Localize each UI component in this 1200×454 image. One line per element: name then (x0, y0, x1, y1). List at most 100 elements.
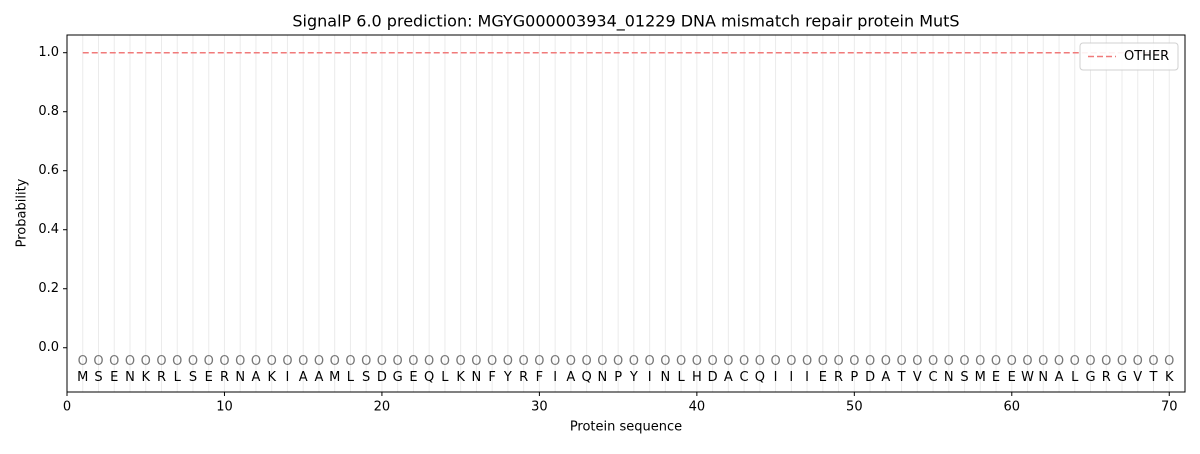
predicted-label: O (456, 354, 466, 369)
predicted-label: O (408, 354, 418, 369)
y-tick-label: 0.2 (38, 281, 59, 296)
residue-label: N (472, 370, 482, 385)
residue-label: M (77, 370, 88, 385)
predicted-label: O (487, 354, 497, 369)
predicted-label: O (1054, 354, 1064, 369)
residue-label: D (377, 370, 387, 385)
residue-label: N (598, 370, 608, 385)
residue-label: A (566, 370, 575, 385)
predicted-label: O (912, 354, 922, 369)
residue-label: N (125, 370, 135, 385)
predicted-label: O (849, 354, 859, 369)
predicted-label: O (188, 354, 198, 369)
predicted-label: O (440, 354, 450, 369)
residue-label: Q (755, 370, 765, 385)
predicted-label: O (1007, 354, 1017, 369)
predicted-label: O (692, 354, 702, 369)
x-tick-label: 30 (531, 400, 548, 415)
predicted-label: O (613, 354, 623, 369)
residue-label: I (789, 370, 793, 385)
residue-label: N (1038, 370, 1048, 385)
residue-label: L (677, 370, 685, 385)
x-tick-label: 70 (1161, 400, 1178, 415)
residue-label: V (1133, 370, 1142, 385)
x-tick-label: 40 (689, 400, 706, 415)
plot-frame (66, 34, 1186, 393)
predicted-label: O (676, 354, 686, 369)
y-tick-label: 0.0 (38, 340, 59, 355)
residue-label: T (897, 370, 906, 385)
residue-label: K (1165, 370, 1174, 385)
predicted-label: O (944, 354, 954, 369)
residue-label: R (519, 370, 528, 385)
predicted-label: O (156, 354, 166, 369)
residue-label: K (267, 370, 276, 385)
predicted-label: O (582, 354, 592, 369)
residue-label: D (865, 370, 875, 385)
residue-label: I (774, 370, 778, 385)
predicted-label: O (534, 354, 544, 369)
residue-label: N (944, 370, 954, 385)
predicted-label: O (629, 354, 639, 369)
residue-label: S (960, 370, 968, 385)
y-tick-label: 0.8 (38, 104, 59, 119)
residue-label: V (913, 370, 922, 385)
residue-label: Q (424, 370, 434, 385)
predicted-label: O (109, 354, 119, 369)
y-axis-label: Probability (15, 178, 30, 247)
predicted-label: O (1038, 354, 1048, 369)
predicted-label: O (1164, 354, 1174, 369)
predicted-label: O (1022, 354, 1032, 369)
predicted-label: O (267, 354, 277, 369)
residue-label: R (834, 370, 843, 385)
residue-label: E (110, 370, 118, 385)
predicted-label: O (314, 354, 324, 369)
residue-label: L (441, 370, 449, 385)
predicted-label: O (660, 354, 670, 369)
predicted-label: O (1133, 354, 1143, 369)
residue-label: A (299, 370, 308, 385)
residue-label: P (850, 370, 858, 385)
residue-label: F (488, 370, 495, 385)
x-axis-label: Protein sequence (570, 420, 682, 435)
residue-label: G (1117, 370, 1127, 385)
chart-title: SignalP 6.0 prediction: MGYG000003934_01… (292, 12, 959, 32)
y-tick-label: 0.4 (38, 222, 59, 237)
y-tick-label: 0.6 (38, 163, 59, 178)
predicted-label: O (503, 354, 513, 369)
predicted-label: O (393, 354, 403, 369)
residue-label: F (536, 370, 543, 385)
predicted-label: O (377, 354, 387, 369)
residue-label: I (805, 370, 809, 385)
predicted-label: O (645, 354, 655, 369)
predicted-label: O (786, 354, 796, 369)
predicted-label: O (770, 354, 780, 369)
residue-label: I (553, 370, 557, 385)
predicted-label: O (519, 354, 529, 369)
predicted-label: O (597, 354, 607, 369)
predicted-label: O (235, 354, 245, 369)
residue-label: S (362, 370, 370, 385)
residue-label: A (881, 370, 890, 385)
residue-label: A (252, 370, 261, 385)
predicted-label: O (896, 354, 906, 369)
predicted-label: O (204, 354, 214, 369)
residue-label: C (929, 370, 938, 385)
predicted-label: O (125, 354, 135, 369)
residue-label: Y (629, 370, 638, 385)
x-tick-label: 20 (374, 400, 391, 415)
predicted-label: O (93, 354, 103, 369)
predicted-label: O (566, 354, 576, 369)
residue-label: I (648, 370, 652, 385)
residue-label: C (740, 370, 749, 385)
predicted-label: O (141, 354, 151, 369)
predicted-label: O (1117, 354, 1127, 369)
predicted-label: O (975, 354, 985, 369)
predicted-label: O (298, 354, 308, 369)
residue-label: A (724, 370, 733, 385)
predicted-label: O (345, 354, 355, 369)
predicted-label: O (833, 354, 843, 369)
residue-label: T (1149, 370, 1158, 385)
residue-label: P (614, 370, 622, 385)
